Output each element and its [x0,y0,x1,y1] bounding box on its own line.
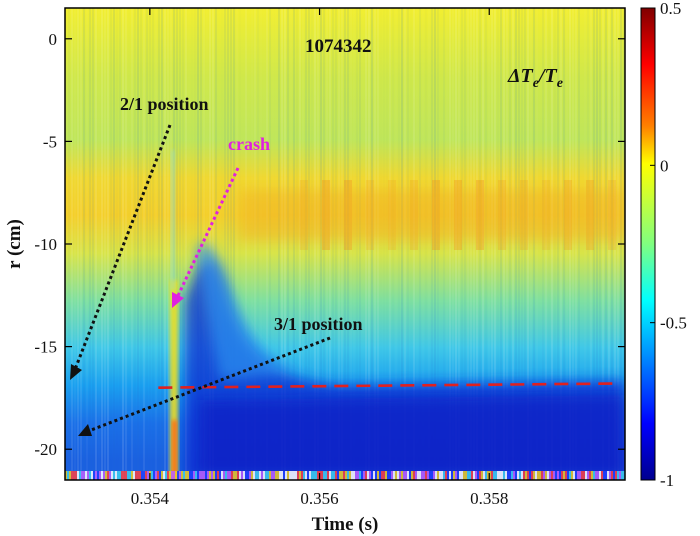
reference-dashed-line [158,382,617,389]
x-axis-title: Time (s) [312,514,379,535]
colorbar [640,7,656,481]
x-tick-label: 0.358 [470,489,508,508]
y-tick-label: -15 [34,338,57,357]
shot-number: 1074342 [305,36,372,57]
x-tick-label: 0.354 [131,489,170,508]
y-axis-title: r (cm) [4,219,25,269]
colorbar-ticks: 0.5 0 -0.5 -1 [650,0,687,490]
colorbar-tick-label: 0 [660,156,669,175]
colorbar-tick-label: -1 [660,471,674,490]
quantity-label: ΔTe/Te [507,65,563,91]
arrow-2-1-head [70,364,82,380]
x-tick-label: 0.356 [300,489,338,508]
arrow-3-1-head [78,424,92,436]
colorbar-tick-label: -0.5 [660,314,687,333]
y-tick-label: -20 [34,440,57,459]
colorbar-tick-label: 0.5 [660,0,681,18]
arrow-crash [174,167,240,301]
y-tick-label: -10 [34,235,57,254]
arrow-2-1-position [72,124,172,373]
annotation-2-1-position: 2/1 position [120,94,209,114]
heatmap-field [65,8,625,480]
x-axis-ticks: 0.354 0.356 0.358 [131,8,508,508]
y-tick-label: -5 [43,132,57,151]
arrow-3-1-position [85,336,331,434]
y-tick-label: 0 [49,30,58,49]
annotation-3-1-position: 3/1 position [274,314,363,334]
annotation-crash: crash [228,134,270,154]
y-axis-ticks: 0 -5 -10 -15 -20 [34,30,625,459]
arrow-crash-head [172,292,184,308]
